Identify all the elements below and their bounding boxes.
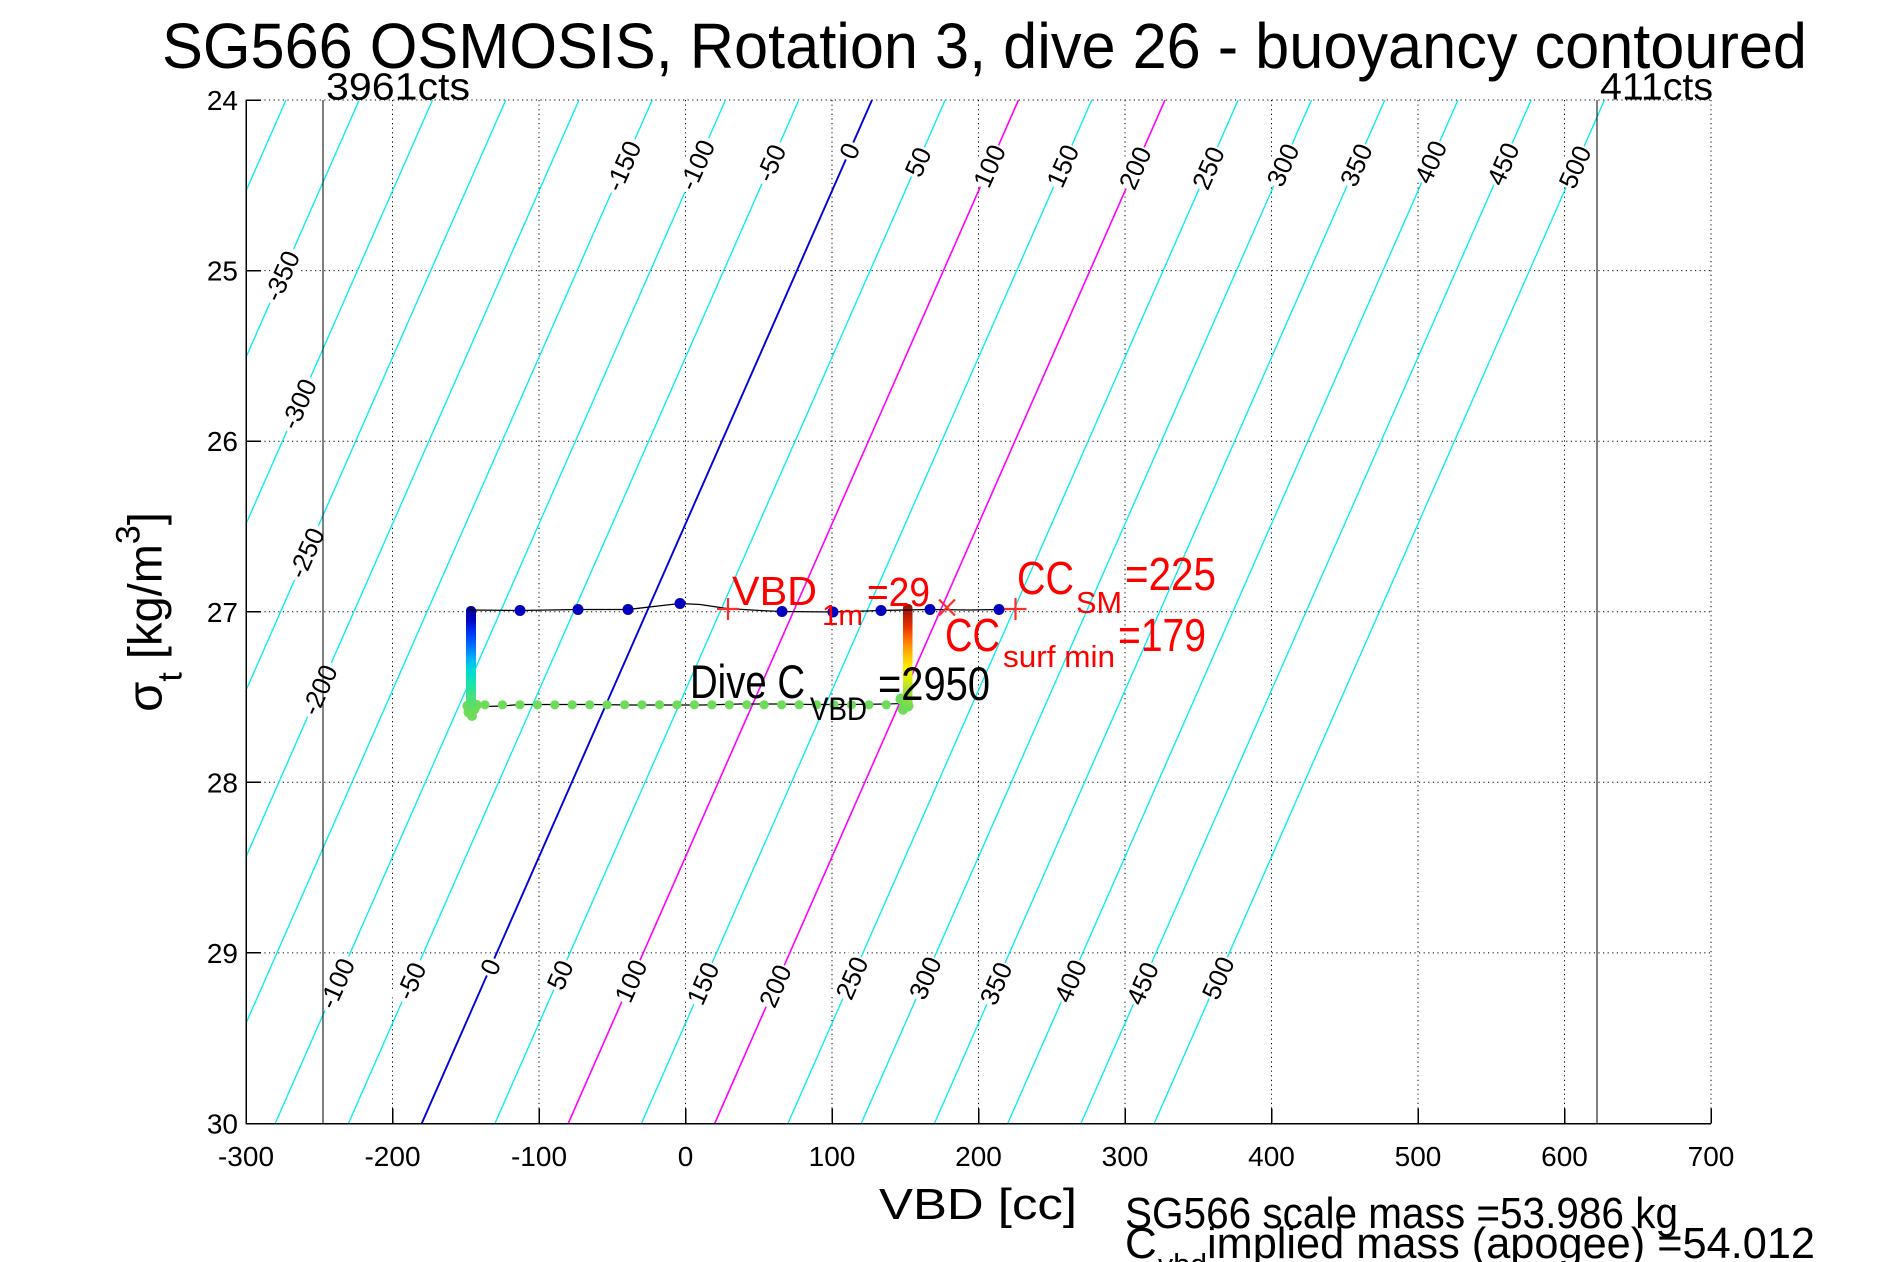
svg-text:=225: =225 [1125,548,1216,600]
svg-text:vbd: vbd [1158,1247,1207,1262]
svg-text:411cts: 411cts [1600,67,1713,109]
svg-text:VBD: VBD [810,691,867,727]
svg-text:SM: SM [1076,585,1122,620]
svg-text:surf min: surf min [1003,639,1115,674]
svg-text:3961cts: 3961cts [326,67,470,109]
svg-text:-300: -300 [218,1141,274,1172]
svg-text:700: 700 [1688,1141,1735,1172]
svg-text:1m: 1m [822,600,863,632]
svg-text:27: 27 [207,597,238,628]
svg-text:implied mass (apogee) =54.012: implied mass (apogee) =54.012 [1207,1219,1815,1262]
svg-text:400: 400 [1248,1141,1295,1172]
svg-text:=29: =29 [867,569,930,615]
svg-text:VBD [cc]: VBD [cc] [879,1180,1077,1229]
svg-text:600: 600 [1541,1141,1588,1172]
svg-text:CC: CC [945,609,1000,661]
svg-text:100: 100 [809,1141,856,1172]
svg-text:29: 29 [207,938,238,969]
svg-text:VBD: VBD [732,568,817,614]
svg-text:0: 0 [678,1141,694,1172]
svg-text:-200: -200 [364,1141,420,1172]
svg-text:30: 30 [207,1109,238,1140]
svg-text:CC: CC [1017,552,1074,604]
svg-text:500: 500 [1395,1141,1442,1172]
svg-text:=179: =179 [1118,609,1206,661]
svg-text:σt [kg/m3]: σt [kg/m3] [110,512,190,712]
svg-text:200: 200 [955,1141,1002,1172]
svg-text:Dive C: Dive C [690,655,805,708]
svg-text:25: 25 [207,256,238,287]
svg-text:C: C [1125,1219,1157,1262]
svg-text:300: 300 [1102,1141,1149,1172]
svg-text:26: 26 [207,426,238,457]
svg-text:28: 28 [207,767,238,798]
svg-text:SG566 OSMOSIS, Rotation 3, div: SG566 OSMOSIS, Rotation 3, dive 26 - buo… [162,10,1807,82]
svg-text:=2950: =2950 [878,657,990,710]
svg-text:SG566 scale mass =53.986 kg: SG566 scale mass =53.986 kg [1125,1189,1678,1238]
svg-text:24: 24 [207,85,238,116]
svg-text:-100: -100 [511,1141,567,1172]
